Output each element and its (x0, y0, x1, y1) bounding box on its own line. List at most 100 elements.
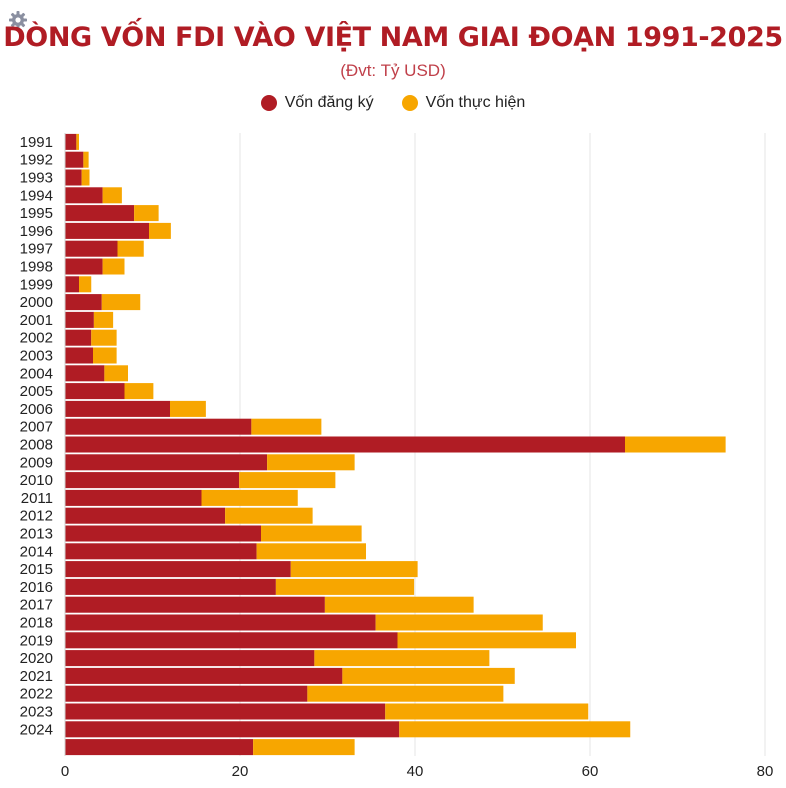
bar-implemented-2018[interactable] (376, 614, 543, 630)
bar-registered-1991[interactable] (65, 134, 76, 150)
y-tick-label-2002: 2002 (20, 330, 53, 347)
bar-registered-2012[interactable] (65, 508, 225, 524)
bar-registered-2006[interactable] (65, 401, 170, 417)
y-tick-label-2010: 2010 (20, 472, 53, 489)
bar-registered-1993[interactable] (65, 169, 82, 185)
bar-implemented-1998[interactable] (103, 258, 125, 274)
bar-implemented-2022[interactable] (307, 686, 503, 702)
bar-registered-2000[interactable] (65, 294, 102, 310)
bar-implemented-2021[interactable] (342, 668, 514, 684)
bar-registered-2003[interactable] (65, 347, 93, 363)
y-tick-label-1997: 1997 (20, 241, 53, 258)
bar-registered-2002[interactable] (65, 330, 91, 346)
bar-chart: 0 20 40 60 801991199219931994199519961997199… (0, 0, 786, 788)
bar-registered-last[interactable] (65, 739, 253, 755)
y-tick-label-2006: 2006 (20, 401, 53, 418)
bar-implemented-1995[interactable] (134, 205, 159, 221)
x-tick-label-80: 80 (757, 763, 774, 780)
bar-implemented-2023[interactable] (385, 703, 588, 719)
bar-registered-2016[interactable] (65, 579, 276, 595)
y-tick-label-2012: 2012 (20, 508, 53, 525)
x-tick-label-20: 20 (232, 763, 249, 780)
bar-registered-2004[interactable] (65, 365, 104, 381)
x-tick-label-0: 0 (61, 763, 69, 780)
y-tick-label-2024: 2024 (20, 721, 53, 738)
bar-implemented-2005[interactable] (125, 383, 154, 399)
bar-implemented-2016[interactable] (276, 579, 414, 595)
bar-registered-2020[interactable] (65, 650, 314, 666)
bar-registered-2014[interactable] (65, 543, 257, 559)
y-tick-label-2022: 2022 (20, 686, 53, 703)
bar-implemented-2017[interactable] (325, 597, 474, 613)
y-tick-label-1992: 1992 (20, 152, 53, 169)
x-tick-label-60: 60 (582, 763, 599, 780)
bar-implemented-2020[interactable] (314, 650, 489, 666)
y-tick-label-2009: 2009 (20, 454, 53, 471)
bar-registered-1995[interactable] (65, 205, 134, 221)
bar-registered-1998[interactable] (65, 258, 103, 274)
bar-implemented-2009[interactable] (267, 454, 355, 470)
bar-registered-2013[interactable] (65, 525, 261, 541)
y-tick-label-2021: 2021 (20, 668, 53, 685)
bar-implemented-2011[interactable] (202, 490, 298, 506)
bar-registered-2018[interactable] (65, 614, 376, 630)
bar-implemented-1993[interactable] (82, 169, 90, 185)
bar-implemented-2012[interactable] (225, 508, 313, 524)
y-tick-label-2018: 2018 (20, 615, 53, 632)
bar-registered-2010[interactable] (65, 472, 239, 488)
bar-implemented-1997[interactable] (118, 241, 144, 257)
bar-implemented-2010[interactable] (239, 472, 335, 488)
bar-registered-2009[interactable] (65, 454, 267, 470)
bar-registered-2015[interactable] (65, 561, 291, 577)
bar-registered-1999[interactable] (65, 276, 79, 292)
bar-registered-2024[interactable] (65, 721, 399, 737)
bar-registered-2023[interactable] (65, 703, 385, 719)
bar-implemented-2008[interactable] (625, 436, 726, 452)
bar-registered-2017[interactable] (65, 597, 325, 613)
bar-registered-2022[interactable] (65, 686, 307, 702)
bar-implemented-2006[interactable] (170, 401, 206, 417)
bar-implemented-1992[interactable] (83, 152, 88, 168)
y-tick-label-1998: 1998 (20, 259, 53, 276)
y-tick-label-1995: 1995 (20, 205, 53, 222)
bar-registered-1996[interactable] (65, 223, 149, 239)
bar-implemented-2013[interactable] (261, 525, 362, 541)
bar-implemented-2001[interactable] (94, 312, 113, 328)
bar-registered-2007[interactable] (65, 419, 251, 435)
bar-implemented-2002[interactable] (91, 330, 116, 346)
y-tick-label-1999: 1999 (20, 276, 53, 293)
bar-implemented-2015[interactable] (291, 561, 418, 577)
bar-implemented-1994[interactable] (103, 187, 122, 203)
y-tick-label-1996: 1996 (20, 223, 53, 240)
bar-registered-2019[interactable] (65, 632, 398, 648)
bar-implemented-2014[interactable] (257, 543, 366, 559)
bar-registered-2011[interactable] (65, 490, 202, 506)
bar-registered-2001[interactable] (65, 312, 94, 328)
y-tick-label-2015: 2015 (20, 561, 53, 578)
bar-registered-2008[interactable] (65, 436, 625, 452)
y-tick-label-2001: 2001 (20, 312, 53, 329)
bar-implemented-1996[interactable] (149, 223, 171, 239)
bar-implemented-2007[interactable] (251, 419, 321, 435)
bar-implemented-last[interactable] (253, 739, 355, 755)
bar-implemented-2004[interactable] (104, 365, 128, 381)
y-tick-label-2020: 2020 (20, 650, 53, 667)
bar-registered-1997[interactable] (65, 241, 118, 257)
y-tick-label-2023: 2023 (20, 704, 53, 721)
y-tick-label-2007: 2007 (20, 419, 53, 436)
bar-registered-1994[interactable] (65, 187, 103, 203)
bar-implemented-1999[interactable] (79, 276, 91, 292)
bar-implemented-2019[interactable] (398, 632, 577, 648)
y-tick-label-2019: 2019 (20, 632, 53, 649)
bar-registered-1992[interactable] (65, 152, 83, 168)
bar-implemented-2003[interactable] (93, 347, 117, 363)
bar-implemented-2000[interactable] (102, 294, 141, 310)
y-tick-label-2004: 2004 (20, 365, 53, 382)
y-tick-label-2017: 2017 (20, 597, 53, 614)
bar-implemented-2024[interactable] (399, 721, 630, 737)
y-tick-label-2008: 2008 (20, 437, 53, 454)
y-tick-label-2014: 2014 (20, 543, 53, 560)
bar-registered-2021[interactable] (65, 668, 342, 684)
bar-implemented-1991[interactable] (76, 134, 79, 150)
bar-registered-2005[interactable] (65, 383, 125, 399)
